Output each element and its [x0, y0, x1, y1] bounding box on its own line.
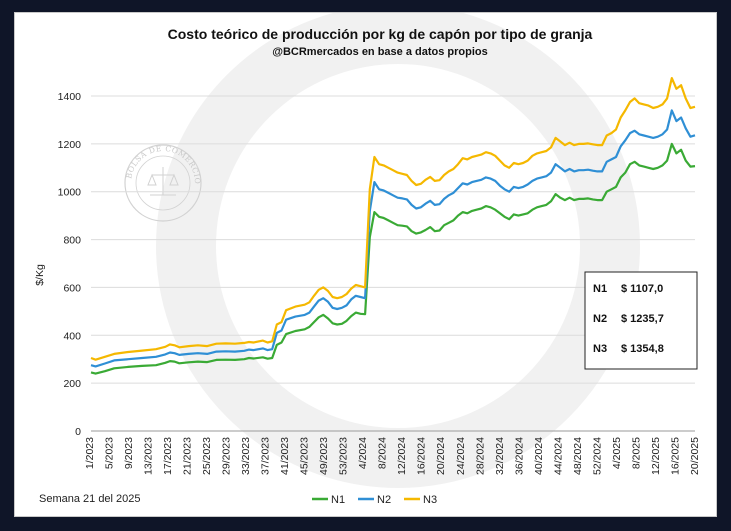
value-box-value: $ 1354,8	[621, 343, 664, 355]
seal-outer-ring	[124, 144, 202, 222]
x-tick-label: 20/2025	[689, 437, 701, 475]
chart-subtitle: @BCRmercados en base a datos propios	[272, 46, 488, 58]
series-lines	[90, 77, 696, 375]
y-tick-label: 800	[63, 235, 81, 247]
x-tick-label: 13/2023	[143, 437, 155, 475]
seal-inner-ring	[135, 155, 191, 211]
legend: N1 N2 N3	[312, 494, 437, 506]
x-tick-label: 48/2024	[572, 437, 584, 475]
value-box-frame	[584, 271, 698, 370]
value-box-label: N3	[593, 343, 607, 355]
x-tick-label: 4/2025	[611, 437, 623, 469]
x-tick-label: 5/2023	[104, 437, 116, 469]
series-line-n2	[90, 109, 696, 368]
x-tick-label: 37/2023	[260, 437, 272, 475]
watermark: BOLSA DE COMERCIO DE ROSARIO	[15, 13, 640, 488]
x-tick-label: 4/2024	[357, 437, 369, 469]
value-box-label: N2	[593, 313, 607, 325]
x-tick-label: 20/2024	[435, 437, 447, 475]
x-tick-label: 45/2023	[299, 437, 311, 475]
x-tick-label: 24/2024	[455, 437, 467, 475]
watermark-ring	[156, 13, 640, 488]
x-tick-label: 1/2023	[84, 437, 96, 469]
y-tick-label: 600	[63, 282, 81, 294]
chart-title: Costo teórico de producción por kg de ca…	[168, 26, 593, 42]
y-axis-label: $/Kg	[34, 264, 46, 286]
x-tick-label: 49/2023	[318, 437, 330, 475]
x-tick-labels: 1/2023 5/2023 9/2023 13/2023 17/2023 21/2023 2…	[84, 437, 701, 475]
x-tick-label: 41/2023	[279, 437, 291, 475]
x-tick-label: 16/2025	[669, 437, 681, 475]
y-tick-labels: 0 200 400 600 800 1000 1200 1400	[58, 91, 82, 438]
x-tick-label: 21/2023	[182, 437, 194, 475]
x-tick-label: 40/2024	[533, 437, 545, 475]
value-box-label: N1	[593, 283, 607, 295]
week-note: Semana 21 del 2025	[39, 493, 141, 505]
legend-label: N1	[331, 494, 345, 506]
y-tick-label: 1200	[58, 139, 82, 151]
chart-svg: BOLSA DE COMERCIO DE ROSARIO Costo teóri…	[15, 13, 701, 506]
x-tick-label: 8/2024	[377, 437, 389, 469]
chart-frame: BOLSA DE COMERCIO DE ROSARIO Costo teóri…	[14, 12, 717, 517]
y-tick-label: 1400	[58, 91, 82, 103]
y-tick-label: 1000	[58, 187, 82, 199]
x-tick-label: 16/2024	[416, 437, 428, 475]
x-tick-label: 25/2023	[201, 437, 213, 475]
x-tick-label: 44/2024	[552, 437, 564, 475]
x-tick-label: 53/2023	[338, 437, 350, 475]
seal-scales-icon	[147, 167, 179, 196]
y-tick-label: 200	[63, 378, 81, 390]
x-tick-label: 32/2024	[494, 437, 506, 475]
x-tick-label: 36/2024	[513, 437, 525, 475]
legend-label: N2	[377, 494, 391, 506]
series-line-n1	[90, 142, 696, 375]
x-tick-label: 17/2023	[162, 437, 174, 475]
y-tick-label: 400	[63, 330, 81, 342]
x-tick-label: 12/2025	[650, 437, 662, 475]
x-tick-label: 8/2025	[630, 437, 642, 469]
legend-label: N3	[423, 494, 437, 506]
x-tick-label: 9/2023	[123, 437, 135, 469]
x-tick-label: 52/2024	[591, 437, 603, 475]
value-box: N1 $ 1107,0 N2 $ 1235,7 N3 $ 1354,8	[584, 271, 698, 370]
x-tick-label: 29/2023	[221, 437, 233, 475]
x-tick-label: 33/2023	[240, 437, 252, 475]
value-box-value: $ 1235,7	[621, 313, 664, 325]
y-tick-label: 0	[75, 426, 81, 438]
series-line-n3	[90, 77, 696, 361]
x-tick-label: 28/2024	[474, 437, 486, 475]
value-box-value: $ 1107,0	[621, 283, 663, 295]
x-tick-label: 12/2024	[396, 437, 408, 475]
